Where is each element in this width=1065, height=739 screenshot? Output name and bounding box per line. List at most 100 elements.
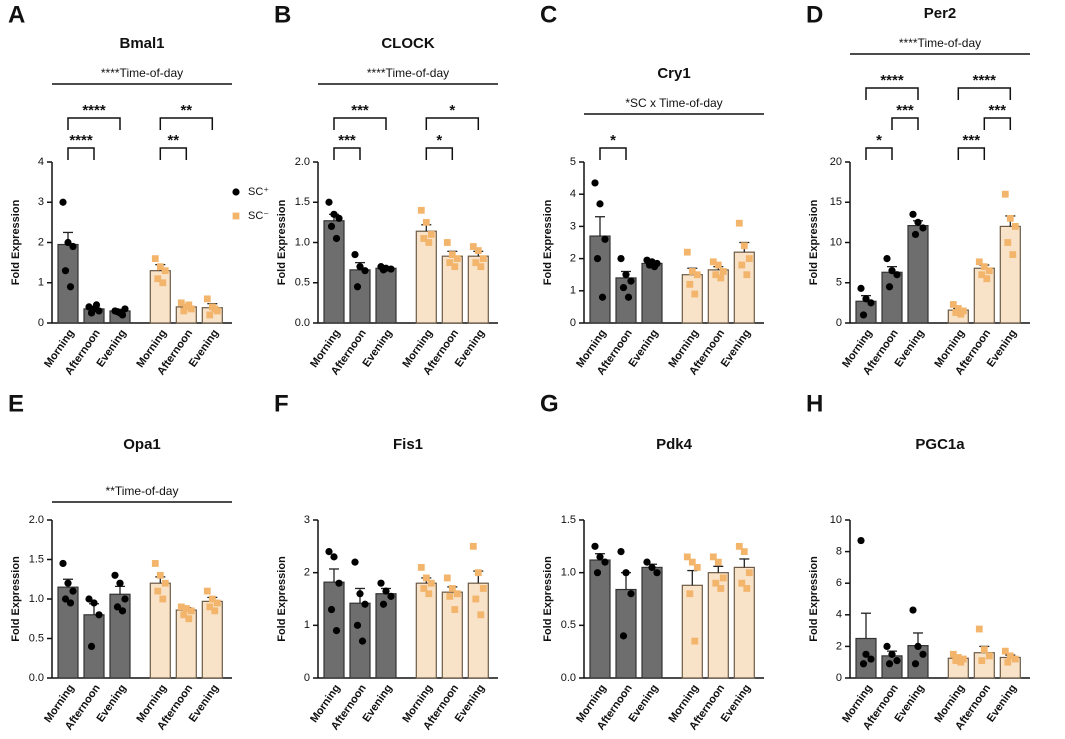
data-point (327, 222, 336, 230)
data-point (653, 569, 661, 577)
data-point (622, 569, 630, 577)
data-point (1001, 647, 1009, 655)
significance-label: *** (989, 102, 1007, 119)
data-point (387, 265, 395, 273)
chart-title: Per2 (924, 5, 957, 22)
significance-bracket (957, 87, 1012, 100)
data-point (686, 280, 694, 288)
data-point (1006, 214, 1014, 222)
data-point (332, 234, 341, 243)
significance-label: **** (880, 72, 904, 89)
data-point (356, 263, 364, 271)
data-point (118, 607, 127, 615)
effect-label: **Time-of-day (106, 484, 179, 498)
data-point (472, 259, 480, 267)
data-point (474, 247, 482, 254)
chart-title: CLOCK (381, 35, 434, 52)
data-point (353, 621, 362, 629)
y-tick-label: 1.0 (561, 567, 576, 579)
data-point (957, 658, 965, 666)
data-point (474, 569, 482, 577)
data-point (591, 542, 599, 550)
y-tick-label: 15 (830, 196, 842, 208)
y-tick-label: 2 (304, 567, 310, 579)
data-point (177, 299, 185, 307)
y-tick-label: 1.5 (561, 514, 576, 526)
data-point (187, 305, 195, 313)
data-point (446, 259, 454, 267)
data-point (427, 231, 435, 238)
data-point (888, 267, 896, 275)
data-point (382, 587, 390, 595)
significance-label: **** (973, 72, 997, 89)
data-point (712, 579, 720, 587)
data-point (443, 239, 451, 246)
data-point (453, 255, 461, 262)
data-point (735, 542, 743, 550)
y-axis-label: Fold Expression (276, 199, 288, 285)
panel-letter: H (806, 390, 823, 417)
y-axis-label: Fold Expression (808, 199, 820, 285)
chart-title: Fis1 (393, 436, 423, 453)
y-tick-label: 1.5 (295, 196, 310, 208)
data-point (598, 293, 607, 301)
data-point (717, 274, 725, 282)
data-point (617, 255, 625, 263)
panel-letter: E (8, 390, 24, 417)
data-point (351, 250, 359, 259)
legend-marker (232, 188, 240, 196)
y-tick-label: 5 (836, 277, 842, 289)
data-point (617, 548, 625, 556)
significance-label: *** (963, 132, 981, 149)
data-point (379, 266, 388, 274)
bar (349, 269, 371, 324)
data-point (203, 295, 211, 303)
y-axis-label: Fold Expression (10, 556, 22, 642)
data-point (161, 579, 169, 587)
data-point (862, 650, 870, 658)
data-point (883, 642, 891, 651)
data-point (985, 652, 993, 660)
data-point (453, 590, 461, 598)
data-point (59, 198, 67, 206)
y-tick-label: 6 (836, 577, 842, 589)
data-point (648, 563, 656, 572)
data-point (867, 299, 875, 307)
data-point (624, 293, 633, 301)
data-point (975, 625, 983, 633)
bar (641, 262, 663, 324)
data-point (596, 200, 604, 208)
panel-letter: D (806, 1, 823, 28)
data-point (479, 255, 487, 262)
data-point (693, 564, 701, 571)
data-point (914, 642, 922, 651)
data-point (622, 271, 630, 279)
data-point (593, 569, 602, 577)
y-tick-label: 0 (38, 317, 44, 329)
data-point (425, 239, 433, 246)
data-point (90, 599, 98, 607)
data-point (738, 579, 746, 587)
y-tick-label: 0.5 (295, 277, 310, 289)
data-point (61, 267, 70, 275)
significance-bracket (159, 117, 214, 130)
significance-bracket (333, 147, 361, 160)
y-tick-label: 4 (38, 156, 44, 168)
data-point (118, 311, 127, 319)
data-point (353, 283, 362, 291)
data-point (745, 255, 753, 262)
data-point (208, 595, 216, 603)
data-point (1004, 239, 1012, 246)
y-tick-label: 1.5 (29, 553, 44, 565)
data-point (883, 255, 891, 263)
data-point (159, 279, 167, 287)
data-point (446, 592, 454, 600)
data-point (361, 600, 369, 608)
data-point (448, 251, 456, 258)
significance-label: **** (82, 102, 106, 119)
data-point (87, 642, 96, 651)
panel-letter: A (8, 1, 25, 28)
data-point (203, 587, 211, 595)
data-point (185, 615, 193, 623)
significance-label: * (436, 132, 442, 149)
